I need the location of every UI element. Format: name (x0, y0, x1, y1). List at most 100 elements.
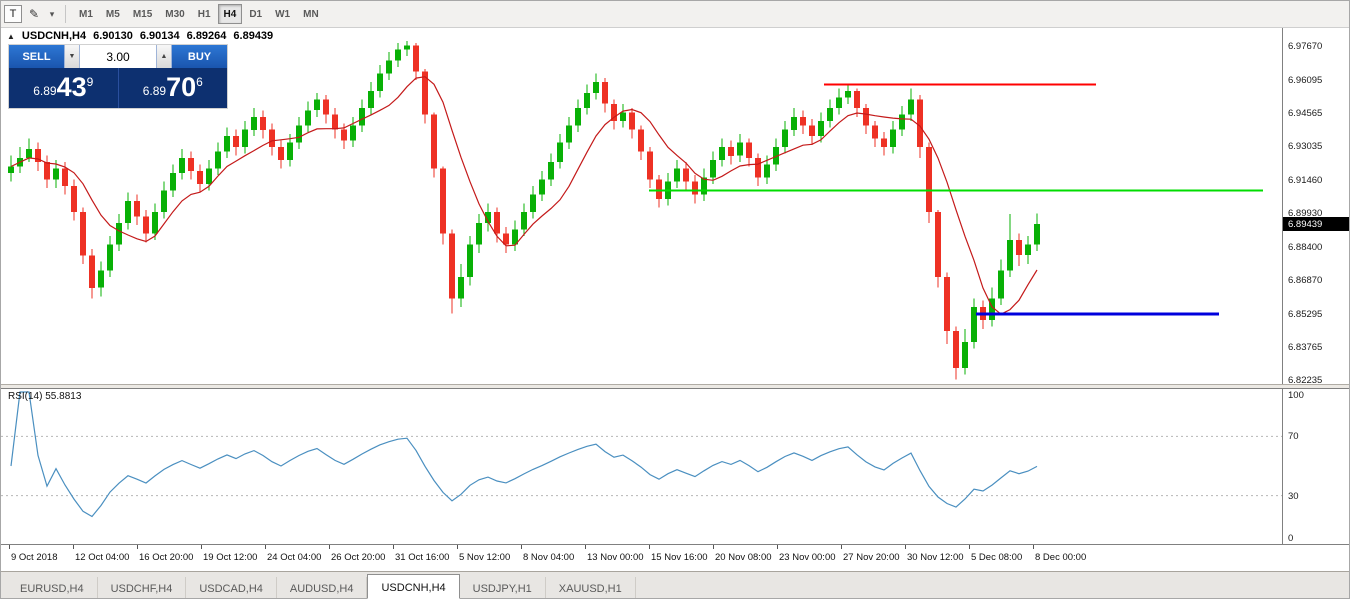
candle-up (836, 97, 842, 109)
chart-workspace: ▲ USDCNH,H4 6.90130 6.90134 6.89264 6.89… (1, 28, 1349, 386)
timeframe-button-m30[interactable]: M30 (159, 4, 190, 24)
candle-down (197, 170, 203, 184)
volume-decrease-button[interactable]: ▼ (64, 45, 80, 68)
chart-cursor-icon[interactable]: ✎ (24, 4, 44, 24)
candle-up (575, 108, 581, 126)
candle-up (206, 168, 212, 184)
symbol-tab-usdchf[interactable]: USDCHF,H4 (98, 577, 187, 598)
candle-up (737, 142, 743, 156)
candle-up (161, 190, 167, 212)
candle-down (926, 147, 932, 212)
candle-up (818, 121, 824, 137)
one-click-collapse-arrow[interactable]: ▲ (7, 31, 15, 41)
price-scale-tick: 6.83765 (1288, 342, 1323, 353)
candle-up (98, 270, 104, 288)
candle-down (953, 331, 959, 368)
candle-up (179, 157, 185, 173)
rsi-scale[interactable]: 100 70 30 0 (1282, 389, 1349, 544)
candle-up (791, 116, 797, 130)
timeframe-button-d1[interactable]: D1 (243, 4, 268, 24)
time-tick-mark (905, 545, 906, 549)
timeframe-button-mn[interactable]: MN (297, 4, 325, 24)
candle-up (989, 298, 995, 321)
time-tick-mark (265, 545, 266, 549)
time-tick-label: 15 Nov 16:00 (651, 552, 708, 563)
candle-down (233, 136, 239, 147)
candle-up (359, 108, 365, 126)
time-tick-mark (969, 545, 970, 549)
buy-button[interactable]: BUY (172, 45, 227, 68)
candle-down (629, 112, 635, 130)
chevron-down-icon[interactable]: ▾ (46, 4, 58, 24)
ask-price-prefix: 6.89 (142, 84, 167, 98)
candle-up (368, 90, 374, 109)
price-scale-tick: 6.96095 (1288, 75, 1323, 86)
candle-down (278, 147, 284, 161)
time-tick-label: 24 Oct 04:00 (267, 552, 322, 563)
candle-down (800, 116, 806, 126)
main-chart-area[interactable]: ▲ USDCNH,H4 6.90130 6.90134 6.89264 6.89… (1, 28, 1282, 384)
chart-symbol-period: USDCNH,H4 (21, 30, 87, 42)
volume-increase-button[interactable]: ▲ (156, 45, 172, 68)
time-tick-label: 16 Oct 20:00 (139, 552, 194, 563)
timeframe-toolbar: M1 M5 M15 M30 H1 H4 D1 W1 MN (73, 4, 325, 24)
time-tick-label: 30 Nov 12:00 (907, 552, 964, 563)
one-click-trading-panel: SELL ▼ ▲ BUY 6.89 43 9 6.89 70 6 (9, 45, 227, 108)
moving-average-line (10, 76, 1038, 315)
panel-splitter[interactable] (1, 384, 1349, 389)
time-tick-label: 5 Dec 08:00 (971, 552, 1023, 563)
candle-up (548, 162, 554, 180)
timeframe-button-h4[interactable]: H4 (217, 4, 243, 24)
time-tick-mark (1033, 545, 1034, 549)
candle-up (971, 307, 977, 342)
candle-up (377, 73, 383, 91)
candle-down (62, 168, 68, 186)
time-tick-mark (201, 545, 202, 549)
chart-open-value: 6.90130 (93, 30, 133, 42)
timeframe-button-m15[interactable]: M15 (127, 4, 158, 24)
candle-down (656, 179, 662, 199)
symbol-tab-audusd[interactable]: AUDUSD,H4 (277, 577, 368, 598)
candle-down (728, 147, 734, 156)
time-tick-label: 26 Oct 20:00 (331, 552, 386, 563)
candle-down (755, 157, 761, 178)
candle-up (998, 270, 1004, 299)
volume-input[interactable] (80, 45, 156, 68)
timeframe-button-w1[interactable]: W1 (269, 4, 296, 24)
price-scale-tick: 6.94565 (1288, 108, 1323, 119)
sell-button[interactable]: SELL (9, 45, 64, 68)
chart-close-value: 6.89439 (233, 30, 274, 42)
candle-down (692, 181, 698, 195)
candle-up (584, 93, 590, 109)
rsi-chart-area[interactable]: RSI(14) 55.8813 (1, 389, 1282, 544)
toolbar: T ✎ ▾ M1 M5 M15 M30 H1 H4 D1 W1 MN (1, 1, 1349, 28)
candle-up (521, 212, 527, 230)
price-scale[interactable]: 6.89439 6.97670 6.96095 6.94565 6.93035 6.91… (1282, 28, 1349, 386)
symbol-tab-usdcnh[interactable]: USDCNH,H4 (367, 574, 460, 599)
candle-up (620, 112, 626, 122)
candle-down (269, 129, 275, 147)
ask-price: 6.89 70 6 (119, 68, 228, 108)
time-tick-label: 27 Nov 20:00 (843, 552, 900, 563)
window-mini-tab[interactable]: T (4, 5, 22, 23)
timeframe-button-h1[interactable]: H1 (192, 4, 217, 24)
symbol-tab-usdcad[interactable]: USDCAD,H4 (186, 577, 277, 598)
candlestick-chart (8, 41, 1263, 380)
candle-down (260, 116, 266, 130)
candle-down (647, 151, 653, 180)
symbol-tab-xauusd[interactable]: XAUUSD,H1 (546, 577, 636, 598)
timeframe-button-m5[interactable]: M5 (100, 4, 126, 24)
candle-up (512, 229, 518, 245)
time-axis[interactable]: 9 Oct 2018 12 Oct 04:00 16 Oct 20:00 19 Oct… (1, 544, 1349, 571)
candle-up (152, 212, 158, 234)
candle-up (8, 166, 14, 173)
timeframe-button-m1[interactable]: M1 (73, 4, 99, 24)
candle-up (782, 129, 788, 147)
candle-up (764, 164, 770, 178)
time-tick-label: 9 Oct 2018 (11, 552, 58, 563)
symbol-tab-eurusd[interactable]: EURUSD,H4 (7, 577, 98, 598)
symbol-tab-usdjpy[interactable]: USDJPY,H1 (460, 577, 546, 598)
time-tick-mark (393, 545, 394, 549)
candle-up (557, 142, 563, 163)
